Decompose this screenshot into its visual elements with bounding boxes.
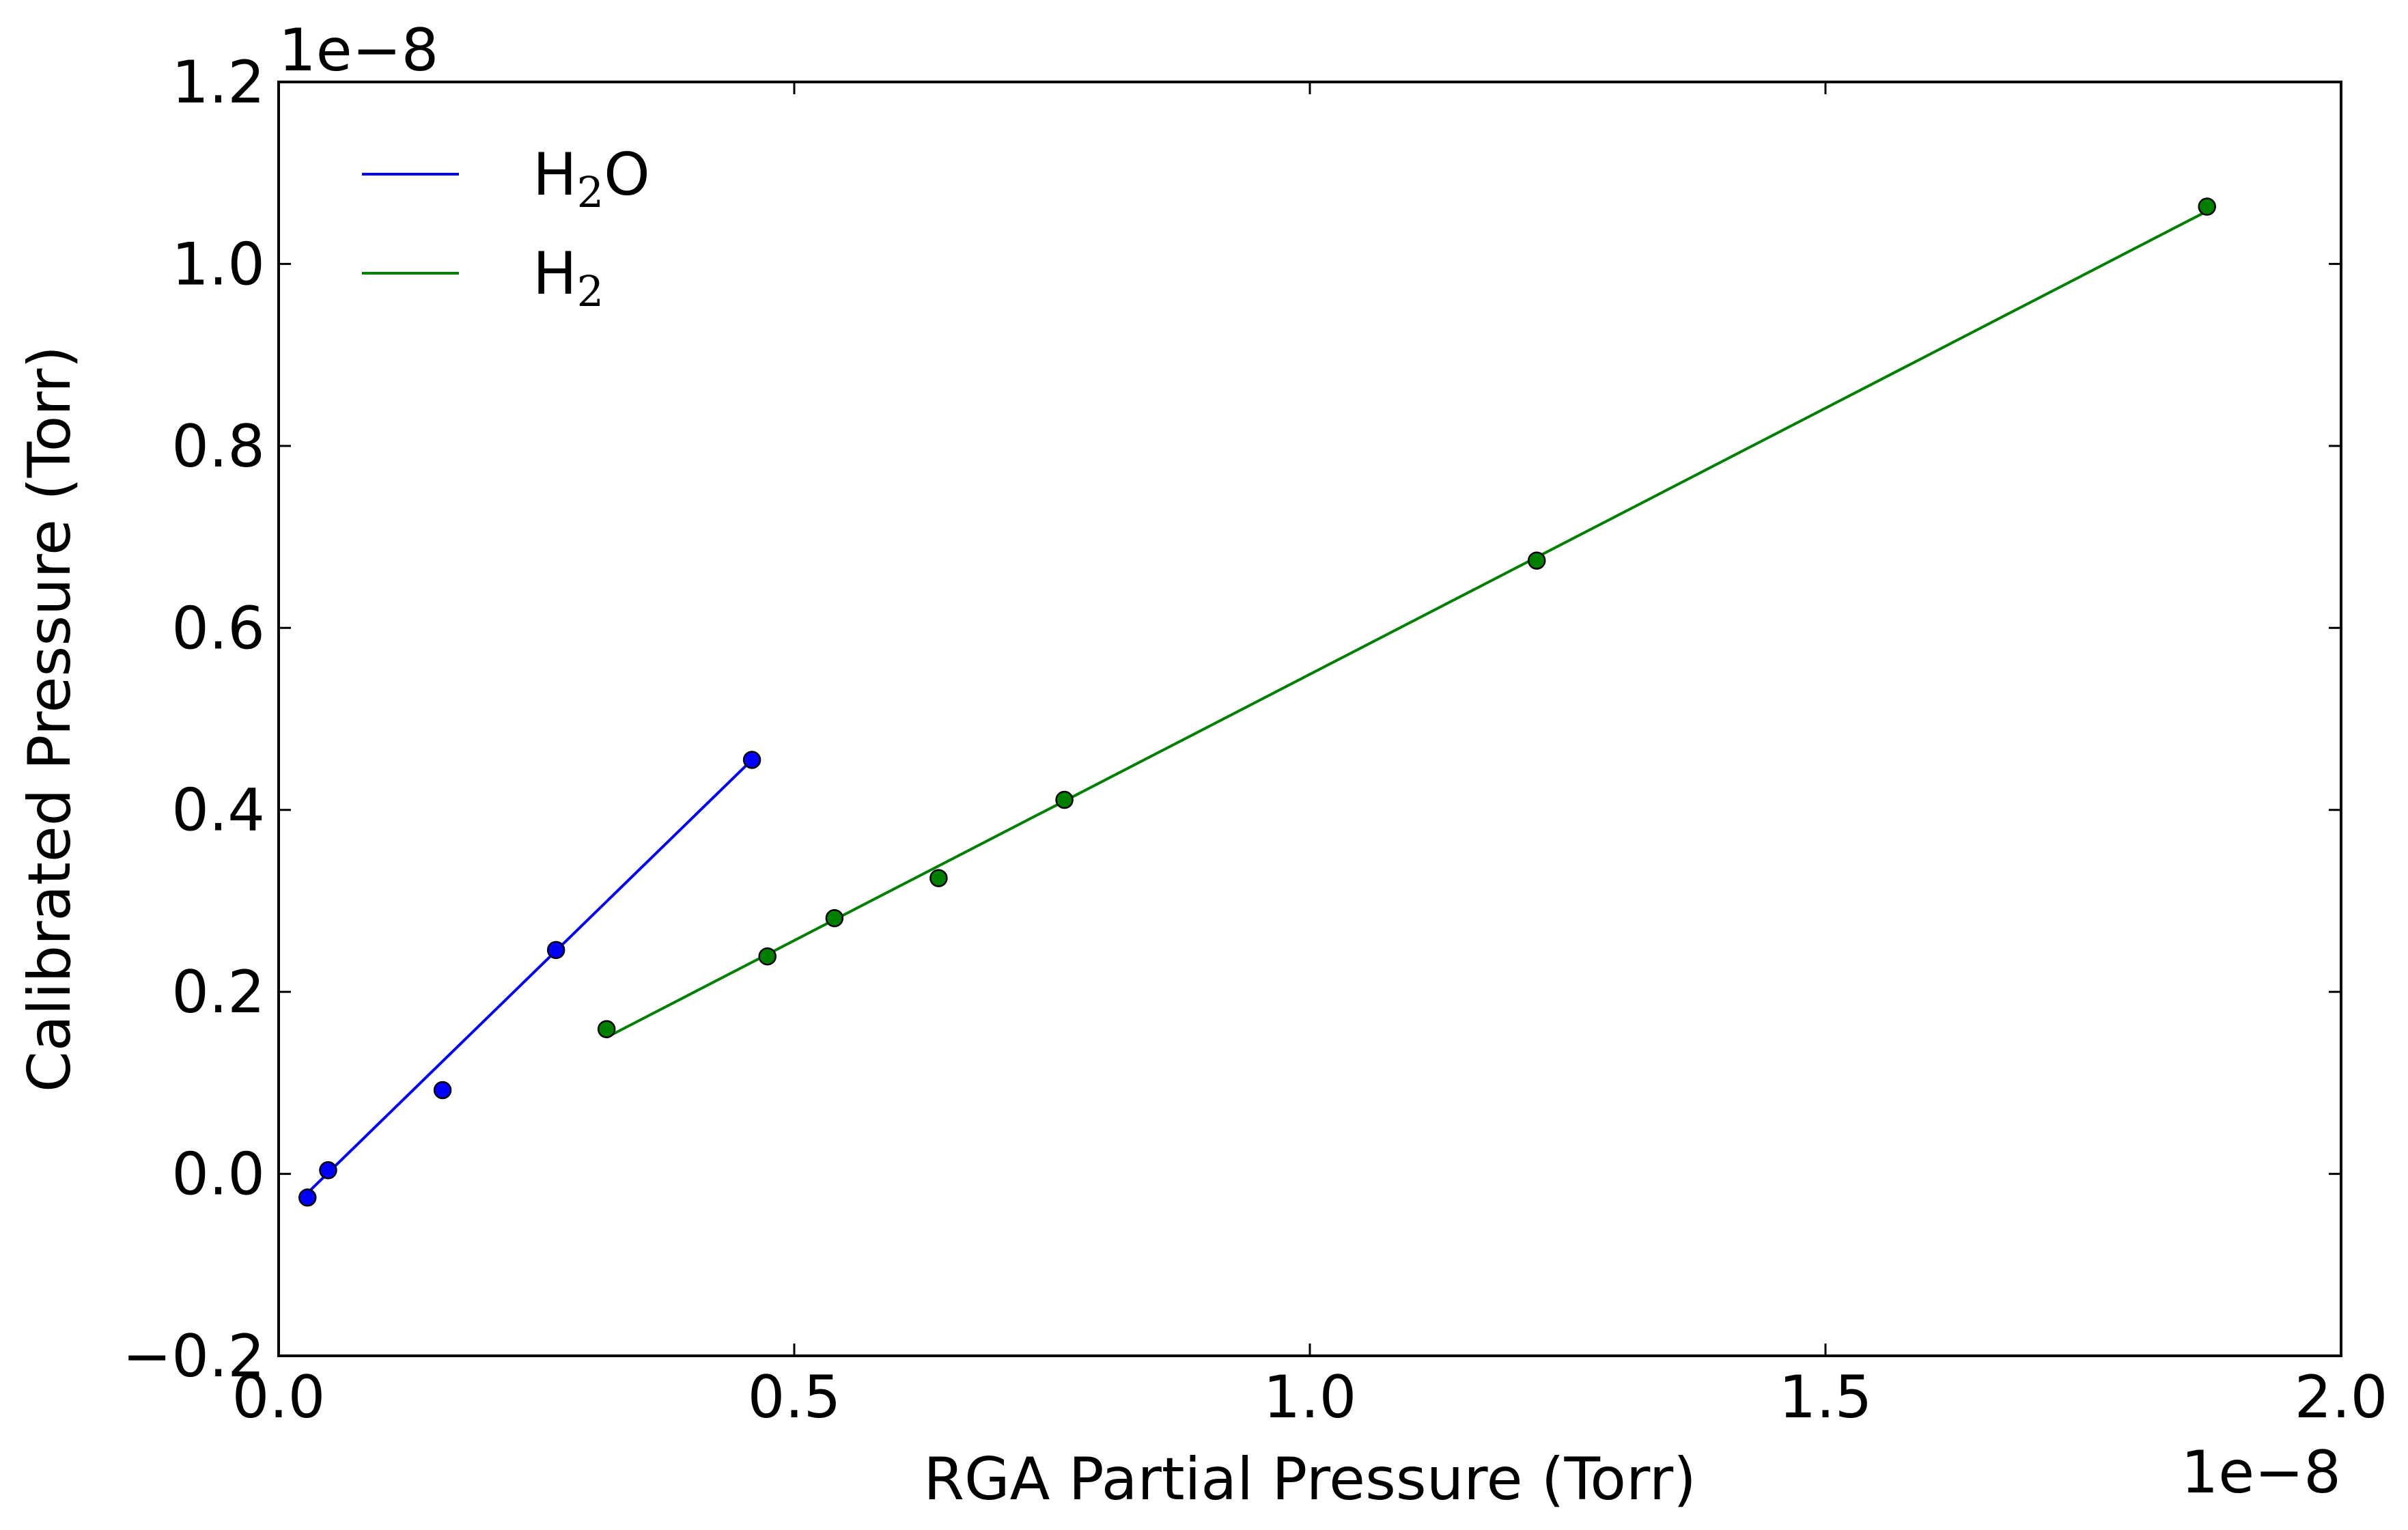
y-tick-label: 0.8 xyxy=(171,413,265,481)
y-offset-label: 1e−8 xyxy=(279,16,438,85)
data-point xyxy=(433,1081,452,1100)
data-point xyxy=(758,947,776,966)
y-tick-label: 1.0 xyxy=(171,230,265,298)
y-tick-label: 0.0 xyxy=(171,1141,265,1209)
legend-entry-h2o: H2O xyxy=(362,141,650,217)
x-tick-label: 0.5 xyxy=(748,1363,841,1432)
x-tick-label: 0.0 xyxy=(232,1363,326,1432)
y-tick-label: 0.4 xyxy=(171,777,265,845)
y-axis-label: Calibrated Pressure (Torr) xyxy=(16,346,84,1092)
x-tick-label: 2.0 xyxy=(2295,1363,2388,1432)
y-tick-label: 0.2 xyxy=(171,958,265,1027)
data-point xyxy=(929,869,948,887)
series-h2 xyxy=(597,197,2216,1039)
legend-entry-h2: H2 xyxy=(362,240,604,316)
labels-layer: RGA Partial Pressure (Torr) Calibrated P… xyxy=(16,16,2341,1514)
data-point xyxy=(742,751,761,769)
x-tick-label: 1.0 xyxy=(1263,1363,1357,1432)
series-h2o xyxy=(298,751,761,1207)
x-tick-label: 1.5 xyxy=(1779,1363,1873,1432)
y-tick-label: 1.2 xyxy=(171,48,265,117)
data-point xyxy=(1527,551,1546,570)
x-axis-label: RGA Partial Pressure (Torr) xyxy=(923,1445,1696,1514)
data-point xyxy=(546,941,565,960)
fit-line-h2 xyxy=(606,210,2208,1039)
legend-label: H2O xyxy=(533,141,650,217)
x-offset-label: 1e−8 xyxy=(2181,1438,2341,1507)
data-point xyxy=(2198,197,2216,216)
data-point xyxy=(319,1160,337,1180)
ticks-layer: 0.0 0.5 1.0 1.5 2.0−0.20.00.20.40.60.81.01.2 xyxy=(122,48,2388,1432)
legend-label: H2 xyxy=(533,240,604,316)
data-point xyxy=(825,908,844,928)
y-tick-label: 0.6 xyxy=(171,594,265,663)
data-point xyxy=(597,1020,616,1039)
y-tick-label: −0.2 xyxy=(122,1322,265,1391)
data-point xyxy=(298,1188,317,1207)
fit-line-h2o xyxy=(306,759,753,1194)
series-layer xyxy=(298,197,2216,1207)
data-point xyxy=(1055,790,1074,809)
